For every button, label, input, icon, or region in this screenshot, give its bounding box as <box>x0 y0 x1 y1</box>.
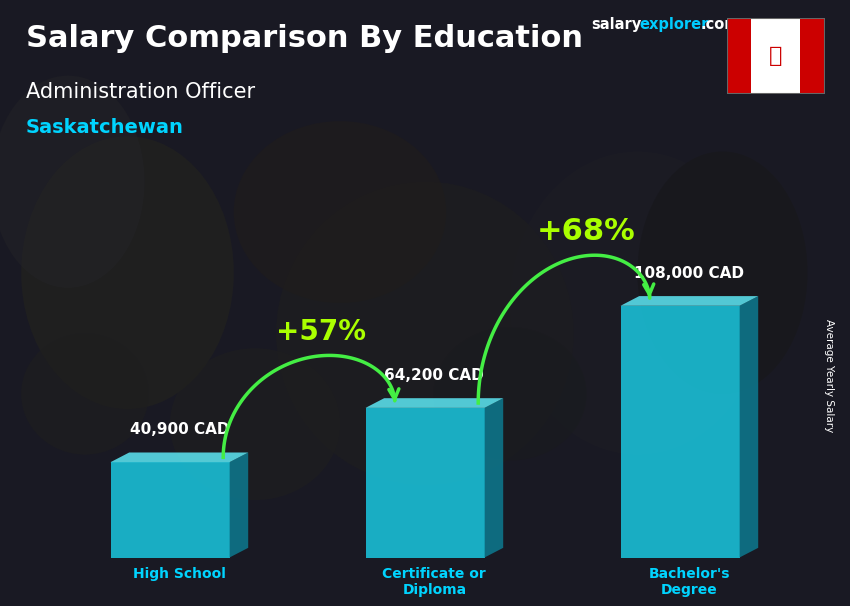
Polygon shape <box>230 453 248 558</box>
Polygon shape <box>484 398 503 558</box>
Polygon shape <box>620 306 740 558</box>
Text: Bachelor's
Degree: Bachelor's Degree <box>649 567 730 597</box>
Text: Average Yearly Salary: Average Yearly Salary <box>824 319 834 432</box>
Text: 108,000 CAD: 108,000 CAD <box>634 266 745 281</box>
Text: 40,900 CAD: 40,900 CAD <box>129 422 230 438</box>
Ellipse shape <box>0 76 144 288</box>
Text: .com: .com <box>700 17 740 32</box>
Text: Salary Comparison By Education: Salary Comparison By Education <box>26 24 582 53</box>
Text: Administration Officer: Administration Officer <box>26 82 255 102</box>
Bar <box>800 18 824 94</box>
Text: salary: salary <box>591 17 641 32</box>
Text: 🍁: 🍁 <box>769 46 782 66</box>
Ellipse shape <box>234 121 446 303</box>
Text: High School: High School <box>133 567 226 581</box>
Ellipse shape <box>510 152 765 454</box>
Text: explorer: explorer <box>639 17 709 32</box>
Ellipse shape <box>170 348 340 500</box>
Ellipse shape <box>21 333 149 454</box>
Polygon shape <box>620 296 758 306</box>
Bar <box>727 18 751 94</box>
Bar <box>751 18 800 94</box>
Ellipse shape <box>638 152 808 394</box>
Polygon shape <box>110 453 248 462</box>
Polygon shape <box>366 408 484 558</box>
Text: 64,200 CAD: 64,200 CAD <box>384 368 484 383</box>
Ellipse shape <box>276 182 574 485</box>
Text: +68%: +68% <box>537 217 636 246</box>
Text: +57%: +57% <box>275 318 366 346</box>
Text: Certificate or
Diploma: Certificate or Diploma <box>382 567 486 597</box>
Ellipse shape <box>434 327 586 461</box>
Ellipse shape <box>21 136 234 409</box>
Polygon shape <box>740 296 758 558</box>
Text: Saskatchewan: Saskatchewan <box>26 118 184 137</box>
Polygon shape <box>110 462 230 558</box>
Polygon shape <box>366 398 503 408</box>
